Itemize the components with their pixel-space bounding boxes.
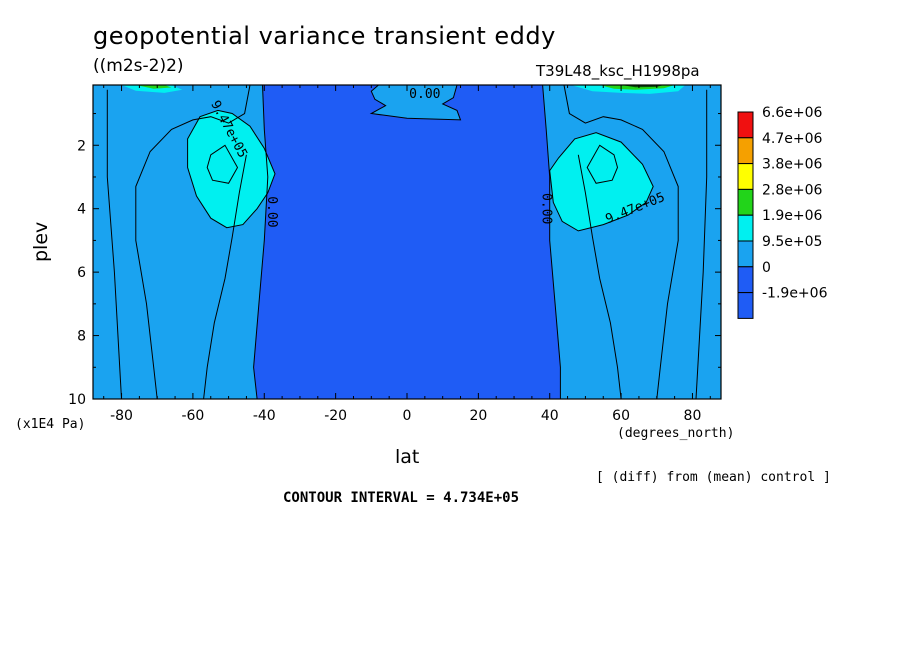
- x-tick-label: 20: [469, 408, 487, 424]
- colorbar-box: [737, 240, 754, 268]
- x-tick-label: -20: [324, 408, 347, 424]
- comparison-note: [ (diff) from (mean) control ]: [596, 470, 831, 485]
- x-tick-label: -80: [110, 408, 133, 424]
- colorbar-box: [737, 292, 754, 319]
- colorbar-label: 6.6e+06: [762, 105, 823, 121]
- contour-label: 0.00: [264, 196, 279, 227]
- contour-label: 0.00: [409, 87, 440, 102]
- y-unit-label: (x1E4 Pa): [15, 417, 86, 432]
- colorbar-label: 3.8e+06: [762, 157, 823, 173]
- chart-title: geopotential variance transient eddy: [93, 22, 556, 50]
- contour-947e05-south: [187, 109, 276, 229]
- edge-contour-south: [106, 89, 122, 400]
- colorbar-label: 9.5e+05: [762, 234, 822, 250]
- x-ticks: -80 -60 -40 -20 0 20 40 60 80: [103, 85, 711, 424]
- colorbar-label: -1.9e+06: [762, 286, 828, 302]
- inner-contour-north: [586, 144, 619, 184]
- thin-contour-south-inner: [203, 154, 247, 400]
- contour-lines: [106, 84, 708, 400]
- colorbar-box: [737, 188, 754, 216]
- x-axis-label: lat: [395, 446, 420, 468]
- colorbar-label: 0: [762, 260, 771, 276]
- x-tick-label: -60: [181, 408, 204, 424]
- edge-contour-north: [695, 89, 708, 400]
- zero-contour-upper: [369, 84, 462, 121]
- colorbar: 6.6e+06 4.7e+06 3.8e+06 2.8e+06 1.9e+06 9.5e+…: [737, 105, 828, 319]
- thin-contour-south: [135, 84, 251, 400]
- y-tick-label: 6: [77, 265, 86, 281]
- contour-fills: [93, 85, 721, 399]
- colorbar-label: 2.8e+06: [762, 182, 823, 198]
- x-tick-label: 0: [403, 408, 412, 424]
- colorbar-box: [737, 214, 754, 242]
- colorbar-label: 1.9e+06: [762, 208, 823, 224]
- x-tick-label: 80: [684, 408, 702, 424]
- zero-contour-south: [253, 84, 269, 400]
- run-name: T39L48_ksc_H1998pa: [536, 62, 700, 80]
- colorbar-label: 4.7e+06: [762, 131, 823, 147]
- thin-contour-north-inner: [577, 154, 622, 400]
- y-tick-label: 4: [77, 202, 86, 218]
- contour-947e05-north: [549, 132, 654, 232]
- y-axis-label: plev: [30, 221, 52, 262]
- x-unit-label: (degrees_north): [617, 426, 735, 441]
- inner-contour-south: [206, 144, 239, 184]
- contour-label: 0.00: [539, 193, 554, 224]
- y-tick-label: 10: [68, 392, 86, 408]
- colorbar-box: [737, 137, 754, 165]
- x-tick-label: 60: [612, 408, 630, 424]
- x-tick-label: 40: [541, 408, 559, 424]
- colorbar-box: [737, 163, 754, 190]
- top-green-south: [135, 85, 172, 89]
- x-tick-label: -40: [253, 408, 276, 424]
- thin-contour-north: [563, 84, 679, 400]
- y-tick-label: 8: [77, 329, 86, 345]
- y-tick-label: 2: [77, 138, 86, 154]
- cyan-region-south: [187, 110, 275, 228]
- y-ticks: 2 4 6 8 10: [68, 113, 721, 408]
- contour-interval: CONTOUR INTERVAL = 4.734E+05: [283, 490, 520, 506]
- chart-units: ((m2s-2)2): [93, 56, 184, 76]
- upper-positive-blob: [371, 85, 461, 120]
- colorbar-box: [737, 111, 754, 139]
- zero-contour-north: [542, 84, 561, 399]
- cyan-region-north: [549, 132, 654, 231]
- negative-region: [253, 85, 561, 399]
- colorbar-box: [737, 266, 754, 294]
